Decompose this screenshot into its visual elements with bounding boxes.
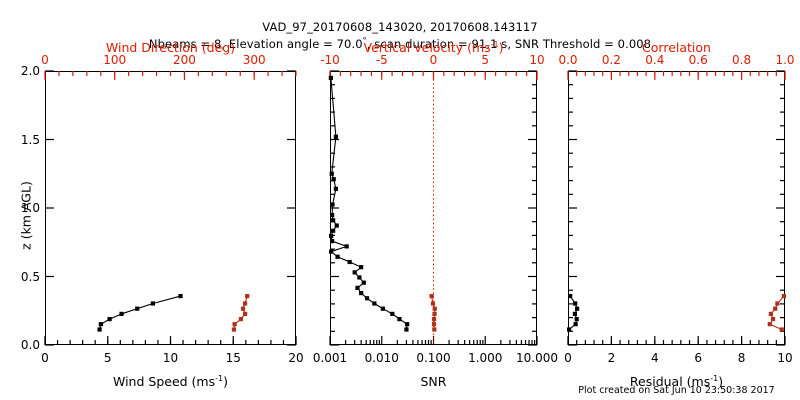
axis-title-tail: ) [718, 374, 724, 390]
y-axis-tick-label: 2.0 [20, 64, 40, 78]
x-axis-tick-label: 0.001 [312, 351, 348, 365]
x-axis-tick-label: 0 [41, 351, 49, 365]
x-axis-tick-label: 0.100 [416, 351, 451, 365]
y-axis-tick-label: 1.5 [20, 132, 40, 147]
bottom-axis-title-residual: Residual (ms-1) [568, 374, 785, 389]
axis-title-exponent: -1 [710, 374, 719, 383]
axis-title-exponent: -1 [215, 374, 224, 383]
panel-residual [568, 71, 785, 345]
top-axis-tick-label: 0.8 [732, 53, 752, 67]
top-axis-tick-label: 0 [429, 53, 438, 67]
top-axis-tick-label: -10 [320, 53, 340, 67]
series-vertical-velocity [429, 293, 437, 332]
x-axis-tick-label: 10.000 [516, 351, 558, 365]
plot-created-timestamp: Plot created on Sat Jun 10 23:50:38 2017 [578, 385, 775, 396]
x-axis-tick-label: 10 [162, 351, 179, 365]
x-axis-tick-label: 2 [607, 351, 616, 365]
x-axis-tick-label: 5 [103, 351, 112, 365]
bottom-axis-title-wind-speed: Wind Speed (ms-1) [45, 374, 296, 389]
series-residual [566, 293, 580, 332]
top-axis-tick-label: 300 [242, 53, 266, 67]
axis-title-text: Residual (ms [629, 374, 711, 390]
axis-title-text: Vertical velocity (ms [363, 40, 491, 56]
subtitle-suffix: , scan duration = 91.1 s, SNR Threshold … [366, 36, 652, 51]
x-axis-tick-label: 6 [694, 351, 703, 365]
x-axis-tick-label: 1.000 [468, 351, 503, 365]
subtitle-prefix: Nbeams = 8, Elevation angle = 70.0 [148, 36, 363, 51]
x-axis-tick-label: 15 [225, 351, 241, 365]
top-axis-tick-label: -5 [375, 53, 388, 67]
axis-title-text: Wind Speed (ms [113, 374, 216, 390]
y-axis-tick-label: 0.5 [20, 269, 40, 284]
series-wind-direction [231, 293, 250, 332]
top-axis-tick-label: 10 [529, 53, 545, 67]
plot-subtitle: Nbeams = 8, Elevation angle = 70.0°, sca… [0, 36, 800, 51]
degree-symbol: ° [362, 36, 367, 45]
x-axis-tick-label: 20 [288, 351, 304, 365]
top-axis-tick-label: 5 [481, 53, 490, 67]
top-axis-title-correlation: Correlation [642, 40, 711, 55]
plot-title: VAD_97_20170608_143020, 20170608.143117 [262, 20, 538, 34]
top-axis-tick-label: 0.2 [601, 53, 621, 67]
x-axis-tick-label: 10 [777, 351, 793, 365]
bottom-axis-title-snr: SNR [420, 374, 447, 389]
axis-title-exponent: -1 [490, 40, 499, 49]
top-axis-tick-label: 0 [41, 53, 49, 67]
top-axis-tick-label: 0.6 [688, 53, 708, 67]
x-axis-tick-label: 0.010 [364, 351, 399, 365]
series-wind-speed [97, 293, 183, 332]
top-axis-tick-label: 0.4 [645, 53, 665, 67]
top-axis-tick-label: 200 [172, 53, 196, 67]
series-correlation [767, 293, 787, 332]
y-axis-tick-label: 0.0 [20, 338, 40, 352]
axis-title-tail: ) [223, 374, 228, 390]
top-axis-title-wind-direction: Wind Direction (deg) [105, 40, 236, 55]
top-axis-tick-label: 100 [103, 53, 127, 67]
top-axis-title-vertical-velocity: Vertical velocity (ms-1) [330, 40, 537, 55]
x-axis-tick-label: 0 [564, 351, 572, 365]
top-axis-tick-label: 1.0 [775, 53, 795, 67]
series-snr [328, 75, 410, 332]
x-axis-tick-label: 8 [737, 351, 746, 365]
top-axis-tick-label: 0.0 [558, 53, 578, 67]
x-axis-tick-label: 4 [650, 351, 659, 365]
axis-title-tail: ) [498, 40, 504, 56]
y-axis-tick-label: 1.0 [20, 201, 40, 215]
